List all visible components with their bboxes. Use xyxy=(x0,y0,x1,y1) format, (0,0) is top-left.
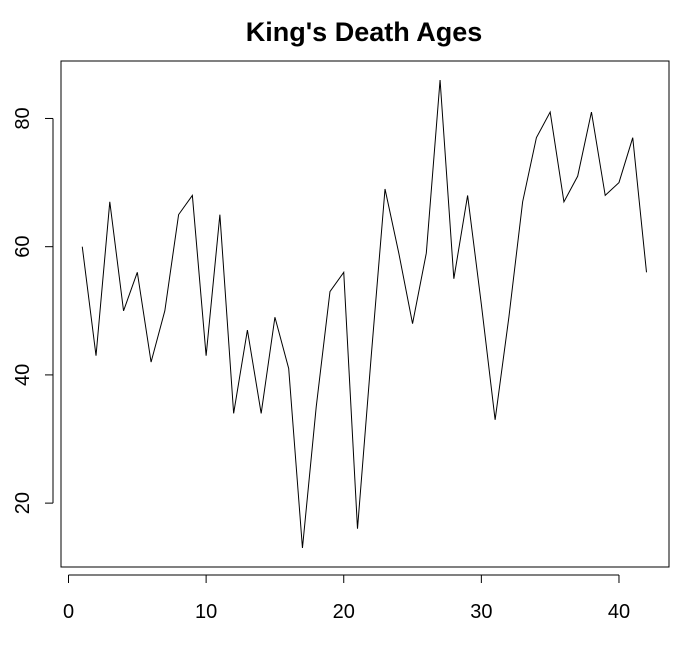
x-tick-label: 0 xyxy=(63,601,74,623)
y-axis: 20 40 60 80 xyxy=(12,107,54,514)
y-tick-label: 80 xyxy=(12,107,34,129)
y-tick-label: 20 xyxy=(12,492,34,514)
chart-title: King's Death Ages xyxy=(246,17,482,47)
series-layer xyxy=(81,79,647,549)
x-tick-label: 30 xyxy=(470,601,492,623)
plot-frame xyxy=(60,60,670,568)
y-tick-label: 60 xyxy=(12,236,34,258)
series-line xyxy=(81,79,647,549)
x-tick-label: 20 xyxy=(333,601,355,623)
x-axis: 0 10 20 30 40 xyxy=(63,574,630,623)
x-tick-label: 40 xyxy=(608,601,630,623)
y-tick-label: 40 xyxy=(12,364,34,386)
x-tick-label: 10 xyxy=(195,601,217,623)
